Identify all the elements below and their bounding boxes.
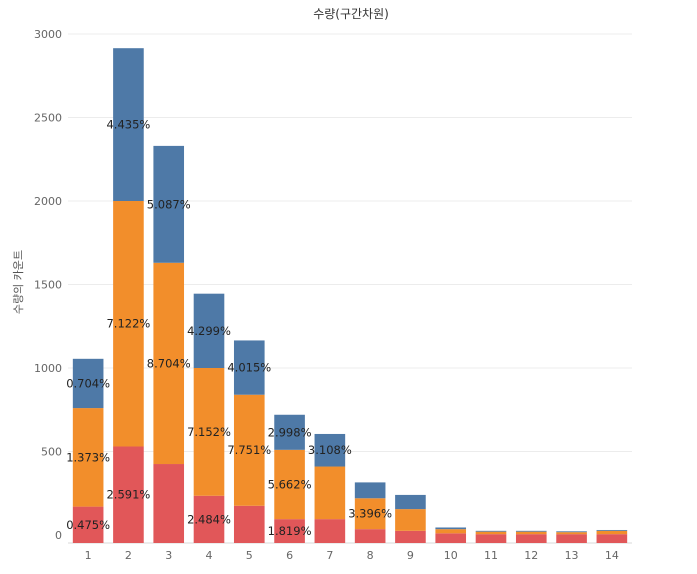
bar-segment: [435, 529, 467, 534]
bar-segment: [556, 531, 587, 533]
data-label: 5.662%: [268, 477, 312, 491]
bar-segment: [314, 433, 346, 467]
data-label: 7.122%: [106, 317, 150, 331]
data-label: 2.484%: [187, 512, 231, 526]
data-label: 2.591%: [106, 488, 150, 502]
bar-segment: [193, 368, 225, 496]
bar-segment: [395, 494, 426, 510]
data-labels: 0.475% 1.373% 0.704% 2.591% 7.122% 4.435% 8.70…: [66, 118, 392, 538]
x-tick-label: 13: [565, 549, 579, 562]
data-label: 7.152%: [187, 425, 231, 439]
x-tick-label: 10: [444, 549, 458, 562]
x-tick-label: 11: [484, 549, 498, 562]
x-tick-label: 9: [407, 549, 414, 562]
bars: [72, 48, 628, 543]
bar-segment: [435, 533, 467, 543]
x-tick-label: 14: [605, 549, 619, 562]
bar-segment: [354, 529, 386, 543]
bar-segment: [233, 394, 265, 506]
y-tick-label: 1500: [34, 279, 62, 292]
bar-segment: [314, 519, 346, 543]
data-label: 3.108%: [308, 443, 352, 457]
data-label: 2.998%: [268, 425, 312, 439]
x-tick-label: 6: [286, 549, 293, 562]
bar-segment: [274, 519, 305, 543]
bar-segment: [113, 48, 144, 201]
bar-segment: [475, 530, 507, 532]
bar-segment: [395, 530, 426, 543]
bar-segment: [113, 201, 144, 447]
bar-segment: [274, 414, 305, 450]
y-tick-label: 3000: [34, 28, 62, 41]
bar-segment: [435, 527, 467, 530]
bar-segment: [193, 293, 225, 368]
x-tick-label: 4: [206, 549, 213, 562]
bar-segment: [475, 531, 507, 535]
data-label: 3.396%: [348, 507, 392, 521]
data-label: 0.475%: [66, 518, 110, 532]
bar-segment: [515, 534, 547, 543]
bar-segment: [596, 530, 628, 535]
bar-segment: [72, 506, 104, 543]
x-tick-label: 7: [326, 549, 333, 562]
data-label: 4.015%: [227, 361, 271, 375]
bar-segment: [233, 340, 265, 395]
data-label: 4.299%: [187, 324, 231, 338]
x-tick-label: 5: [246, 549, 253, 562]
bar-segment: [475, 534, 507, 543]
y-tick-label: 2000: [34, 195, 62, 208]
bar-segment: [354, 482, 386, 499]
data-label: 7.751%: [227, 443, 271, 457]
bar-segment: [274, 449, 305, 520]
x-tick-label: 1: [85, 549, 92, 562]
bar-segment: [354, 498, 386, 530]
chart-title: 수량(구간차원): [313, 7, 389, 21]
x-tick-label: 3: [165, 549, 172, 562]
bar-segment: [193, 495, 225, 543]
x-tick-label: 12: [524, 549, 538, 562]
bar-segment: [556, 532, 587, 535]
bar-segment: [596, 534, 628, 543]
y-tick-label: 500: [41, 446, 62, 459]
bar-segment: [395, 509, 426, 531]
data-label: 5.087%: [147, 197, 191, 211]
bar-segment: [72, 408, 104, 507]
bar-segment: [556, 534, 587, 543]
gridlines: [68, 33, 632, 452]
y-axis-title: 수량의 카운트: [12, 250, 25, 314]
data-label: 1.819%: [268, 524, 312, 538]
y-tick-label: 2500: [34, 112, 62, 125]
bar-segment: [515, 531, 547, 535]
data-label: 1.373%: [66, 450, 110, 464]
bar-segment: [233, 505, 265, 543]
x-tick-label: 8: [367, 549, 374, 562]
bar-segment: [72, 358, 104, 409]
data-label: 8.704%: [147, 356, 191, 370]
x-tick-label: 2: [125, 549, 132, 562]
bar-segment: [515, 530, 547, 532]
bar-segment: [153, 145, 185, 263]
bar-segment: [153, 464, 185, 543]
bar-segment: [314, 466, 346, 520]
bar-segment: [596, 529, 628, 531]
y-tick-label: 1000: [34, 362, 62, 375]
y-tick-label: 0: [55, 529, 62, 542]
data-label: 0.704%: [66, 376, 110, 390]
data-label: 4.435%: [106, 118, 150, 132]
bar-segment: [153, 262, 185, 465]
bar-segment: [113, 446, 144, 543]
